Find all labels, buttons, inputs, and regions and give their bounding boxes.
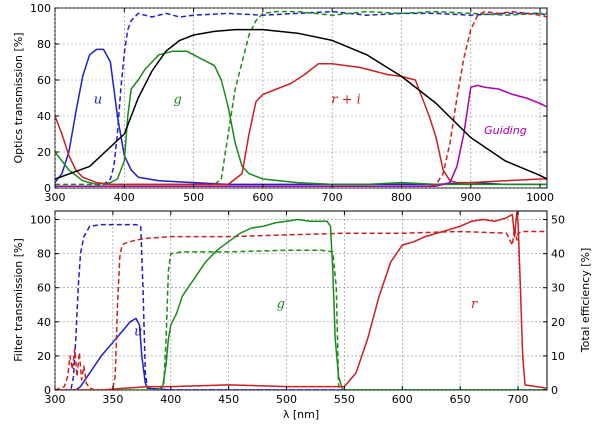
- top-annotations: u g r + i Guiding: [94, 92, 527, 137]
- bottom-ytick-label: 60: [37, 282, 51, 295]
- top-xtick-label: 900: [460, 191, 481, 204]
- top-plot-area: [54, 7, 548, 189]
- bottom-xtick-label: 350: [102, 393, 123, 406]
- bottom-y2label: Total efficiency [%]: [579, 248, 592, 354]
- top-xticks: 300 400 500 600 700 800 900 1000: [45, 8, 554, 204]
- bottom-y2tick-label: 10: [551, 350, 565, 363]
- top-ytick-label: 20: [37, 146, 51, 159]
- top-xtick-label: 1000: [526, 191, 554, 204]
- bottom-y2tick-label: 30: [551, 282, 565, 295]
- bottom-xlabel: λ [nm]: [283, 408, 319, 421]
- bottom-series: [55, 211, 547, 390]
- bottom-ytick-label: 20: [37, 350, 51, 363]
- bottom-series-line: [55, 218, 547, 390]
- bottom-series-line: [55, 223, 547, 390]
- top-xtick-label: 300: [45, 191, 66, 204]
- bottom-yticks: 0 20 40 60 80 100: [30, 214, 59, 397]
- top-ytick-label: 100: [30, 2, 51, 15]
- bottom-xtick-label: 400: [160, 393, 181, 406]
- top-annotation: g: [173, 92, 181, 107]
- bottom-annotation: r: [471, 297, 478, 312]
- top-yticks: 0 20 40 60 80 100: [30, 2, 547, 195]
- bottom-y2tick-label: 40: [551, 248, 565, 261]
- bottom-y2tick-label: 50: [551, 214, 565, 227]
- bottom-series-line: [55, 317, 547, 390]
- bottom-ytick-label: 40: [37, 316, 51, 329]
- bottom-xtick-label: 600: [392, 393, 413, 406]
- top-xtick-label: 800: [391, 191, 412, 204]
- top-ytick-label: 60: [37, 74, 51, 87]
- bottom-xtick-label: 650: [450, 393, 471, 406]
- bottom-xticks: 300 350 400 450 500 550 600 650 700: [45, 211, 529, 406]
- top-series-line: [55, 50, 547, 186]
- bottom-y2tick-label: 0: [551, 384, 558, 397]
- bottom-plot-area: [54, 210, 548, 391]
- bottom-xtick-label: 550: [334, 393, 355, 406]
- bottom-annotation: u: [134, 324, 142, 339]
- top-grid: [54, 7, 547, 189]
- top-xtick-label: 700: [322, 191, 343, 204]
- top-series-line: [55, 10, 547, 187]
- top-xtick-label: 600: [252, 191, 273, 204]
- top-annotation: u: [94, 92, 102, 107]
- bottom-panel: 300 350 400 450 500 550 600 650 700 020406080100…: [12, 210, 592, 421]
- bottom-y2tick-label: 20: [551, 316, 565, 329]
- bottom-xtick-label: 300: [45, 393, 66, 406]
- top-annotation: r + i: [331, 92, 361, 107]
- top-xtick-label: 400: [114, 191, 135, 204]
- top-ytick-label: 40: [37, 110, 51, 123]
- top-xtick-label: 500: [183, 191, 204, 204]
- top-ytick-label: 80: [37, 38, 51, 51]
- bottom-ytick-label: 80: [37, 248, 51, 261]
- bottom-ytick-label: 100: [30, 214, 51, 227]
- bottom-ylabel: Filter transmission [%]: [12, 238, 25, 362]
- bottom-y2ticks: 0 10 20 30 40 50: [543, 214, 565, 397]
- top-series-line: [55, 28, 547, 180]
- top-series-line: [55, 84, 547, 187]
- bottom-xtick-label: 450: [218, 393, 239, 406]
- top-ytick-label: 0: [44, 182, 51, 195]
- bottom-series-line: [55, 249, 547, 390]
- bottom-xtick-label: 500: [276, 393, 297, 406]
- top-annotation: Guiding: [484, 124, 527, 137]
- bottom-annotation: g: [277, 297, 285, 312]
- top-series: [55, 10, 547, 187]
- bottom-series-line: [55, 227, 547, 390]
- bottom-ytick-label: 0: [44, 384, 51, 397]
- top-ylabel: Optics transmission [%]: [12, 32, 25, 163]
- bottom-xtick-label: 700: [508, 393, 529, 406]
- top-panel: 300 400 500 600 700 800 900 1000 0 20 40 60 80 100 u…: [12, 2, 554, 204]
- bottom-annotations: u g r: [134, 297, 478, 339]
